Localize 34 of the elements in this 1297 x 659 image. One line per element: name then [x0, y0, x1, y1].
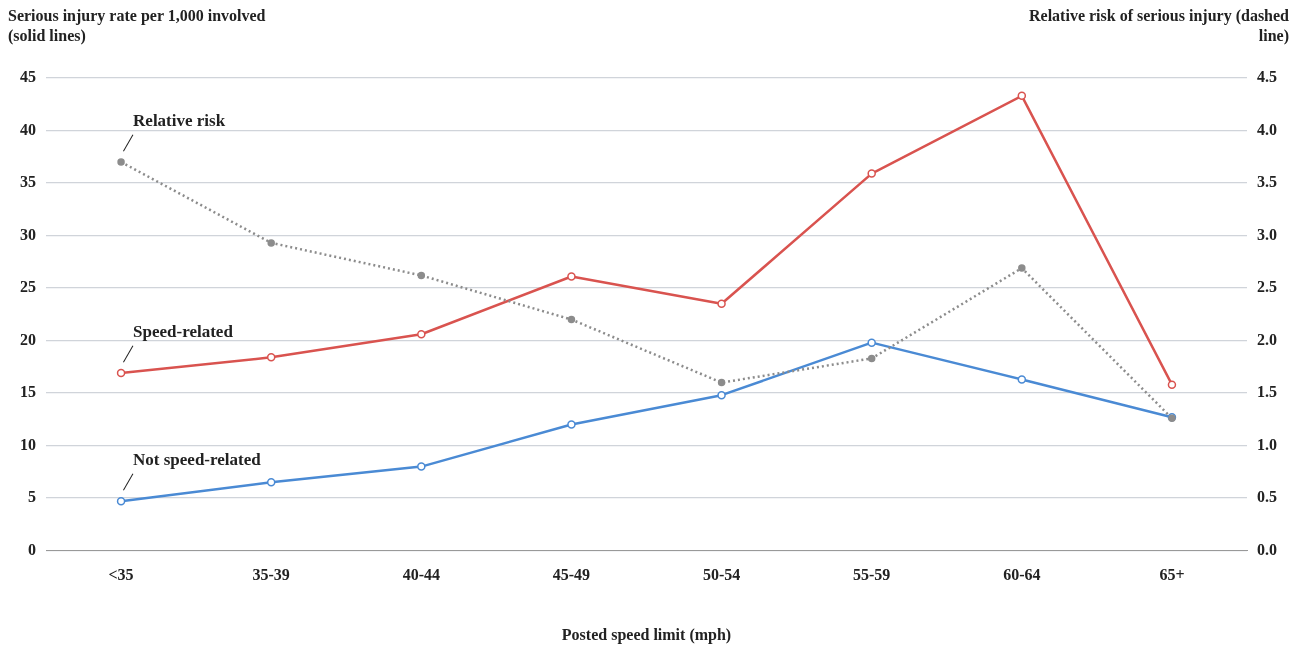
y-tick-label: 0 [28, 540, 36, 558]
x-tick-label: 35-39 [252, 566, 290, 584]
y-tick-label: 35 [20, 173, 36, 191]
y2-tick-label: 2.5 [1257, 278, 1277, 296]
y-axis-title: Serious injury rate per 1,000 involved (solid lines) [8, 6, 267, 46]
y-tick-label: 10 [20, 435, 36, 453]
series-label: Speed-related [133, 322, 234, 341]
x-tick-label: 60-64 [1003, 566, 1041, 584]
x-tick-label: 40-44 [402, 566, 440, 584]
y-tick-label: 5 [28, 488, 36, 506]
y2-tick-label: 3.0 [1257, 225, 1277, 243]
y2-tick-label: 3.5 [1257, 173, 1277, 191]
x-axis-title: Posted speed limit (mph) [561, 625, 732, 644]
y2-tick-label: 2.0 [1257, 330, 1277, 348]
y-tick-label: 40 [20, 120, 36, 138]
y-tick-label: 15 [20, 383, 36, 401]
y2-tick-label: 0.5 [1257, 488, 1277, 506]
x-tick-label: 55-59 [853, 566, 891, 584]
series-label: Not speed-related [133, 450, 262, 470]
y2-tick-label: 1.0 [1257, 435, 1277, 453]
x-tick-label: 50-54 [702, 566, 741, 584]
y2-axis-title: Relative risk of serious injury (dashed line) [1029, 6, 1289, 46]
x-tick-label: 45-49 [552, 566, 591, 584]
y2-tick-label: 4.5 [1257, 68, 1277, 86]
y2-tick-label: 0.0 [1257, 540, 1277, 558]
x-tick-label: <35 [108, 566, 134, 584]
series-label: Relative risk [133, 110, 226, 130]
y2-tick-label: 1.5 [1257, 383, 1277, 401]
x-tick-label: 65+ [1159, 566, 1185, 584]
y-tick-label: 45 [20, 68, 36, 86]
y2-tick-label: 4.0 [1257, 120, 1277, 138]
y-tick-label: 30 [20, 225, 36, 243]
y-tick-label: 20 [20, 330, 36, 348]
y-tick-label: 25 [20, 278, 36, 296]
